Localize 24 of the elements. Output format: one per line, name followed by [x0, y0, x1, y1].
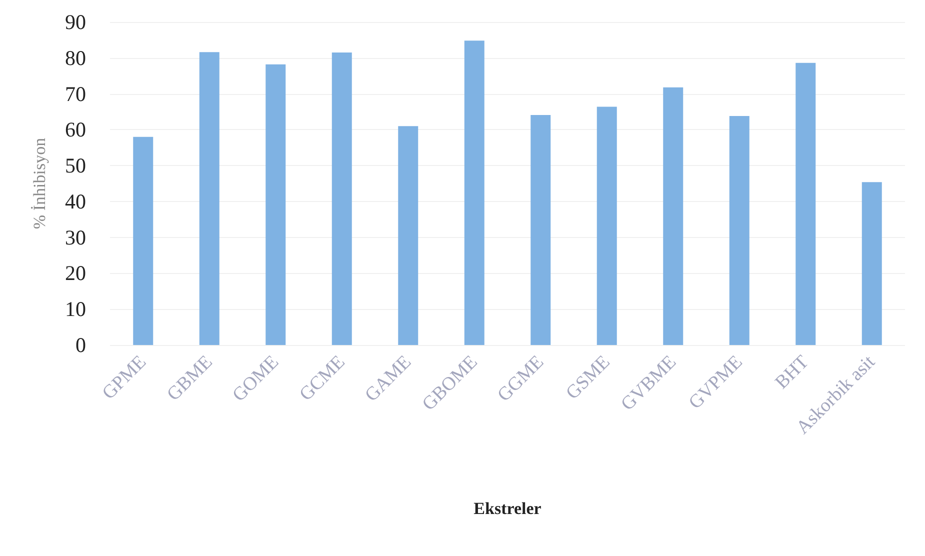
y-tick-label: 20	[65, 261, 86, 286]
bar	[133, 136, 154, 345]
y-tick-label: 80	[65, 46, 86, 70]
bar	[729, 116, 750, 345]
y-tick-label: 30	[65, 225, 86, 250]
bar	[530, 114, 551, 345]
bar	[199, 52, 220, 345]
bar	[663, 87, 684, 345]
bar	[464, 40, 484, 345]
bar	[332, 52, 352, 345]
y-tick-label: 90	[65, 10, 86, 34]
bar	[862, 182, 882, 345]
y-tick-label: 0	[76, 333, 86, 357]
y-tick-label: 70	[65, 82, 86, 106]
bar	[266, 64, 286, 345]
x-axis-title: Ekstreler	[474, 499, 542, 518]
bar	[596, 106, 617, 345]
y-tick-label: 50	[65, 154, 86, 178]
bar	[796, 62, 816, 345]
y-tick-label: 60	[65, 118, 86, 142]
y-axis-title: % İnhibisyon	[30, 137, 49, 230]
y-tick-label: 10	[65, 297, 86, 322]
bar	[398, 126, 418, 345]
y-tick-label: 40	[65, 189, 86, 214]
